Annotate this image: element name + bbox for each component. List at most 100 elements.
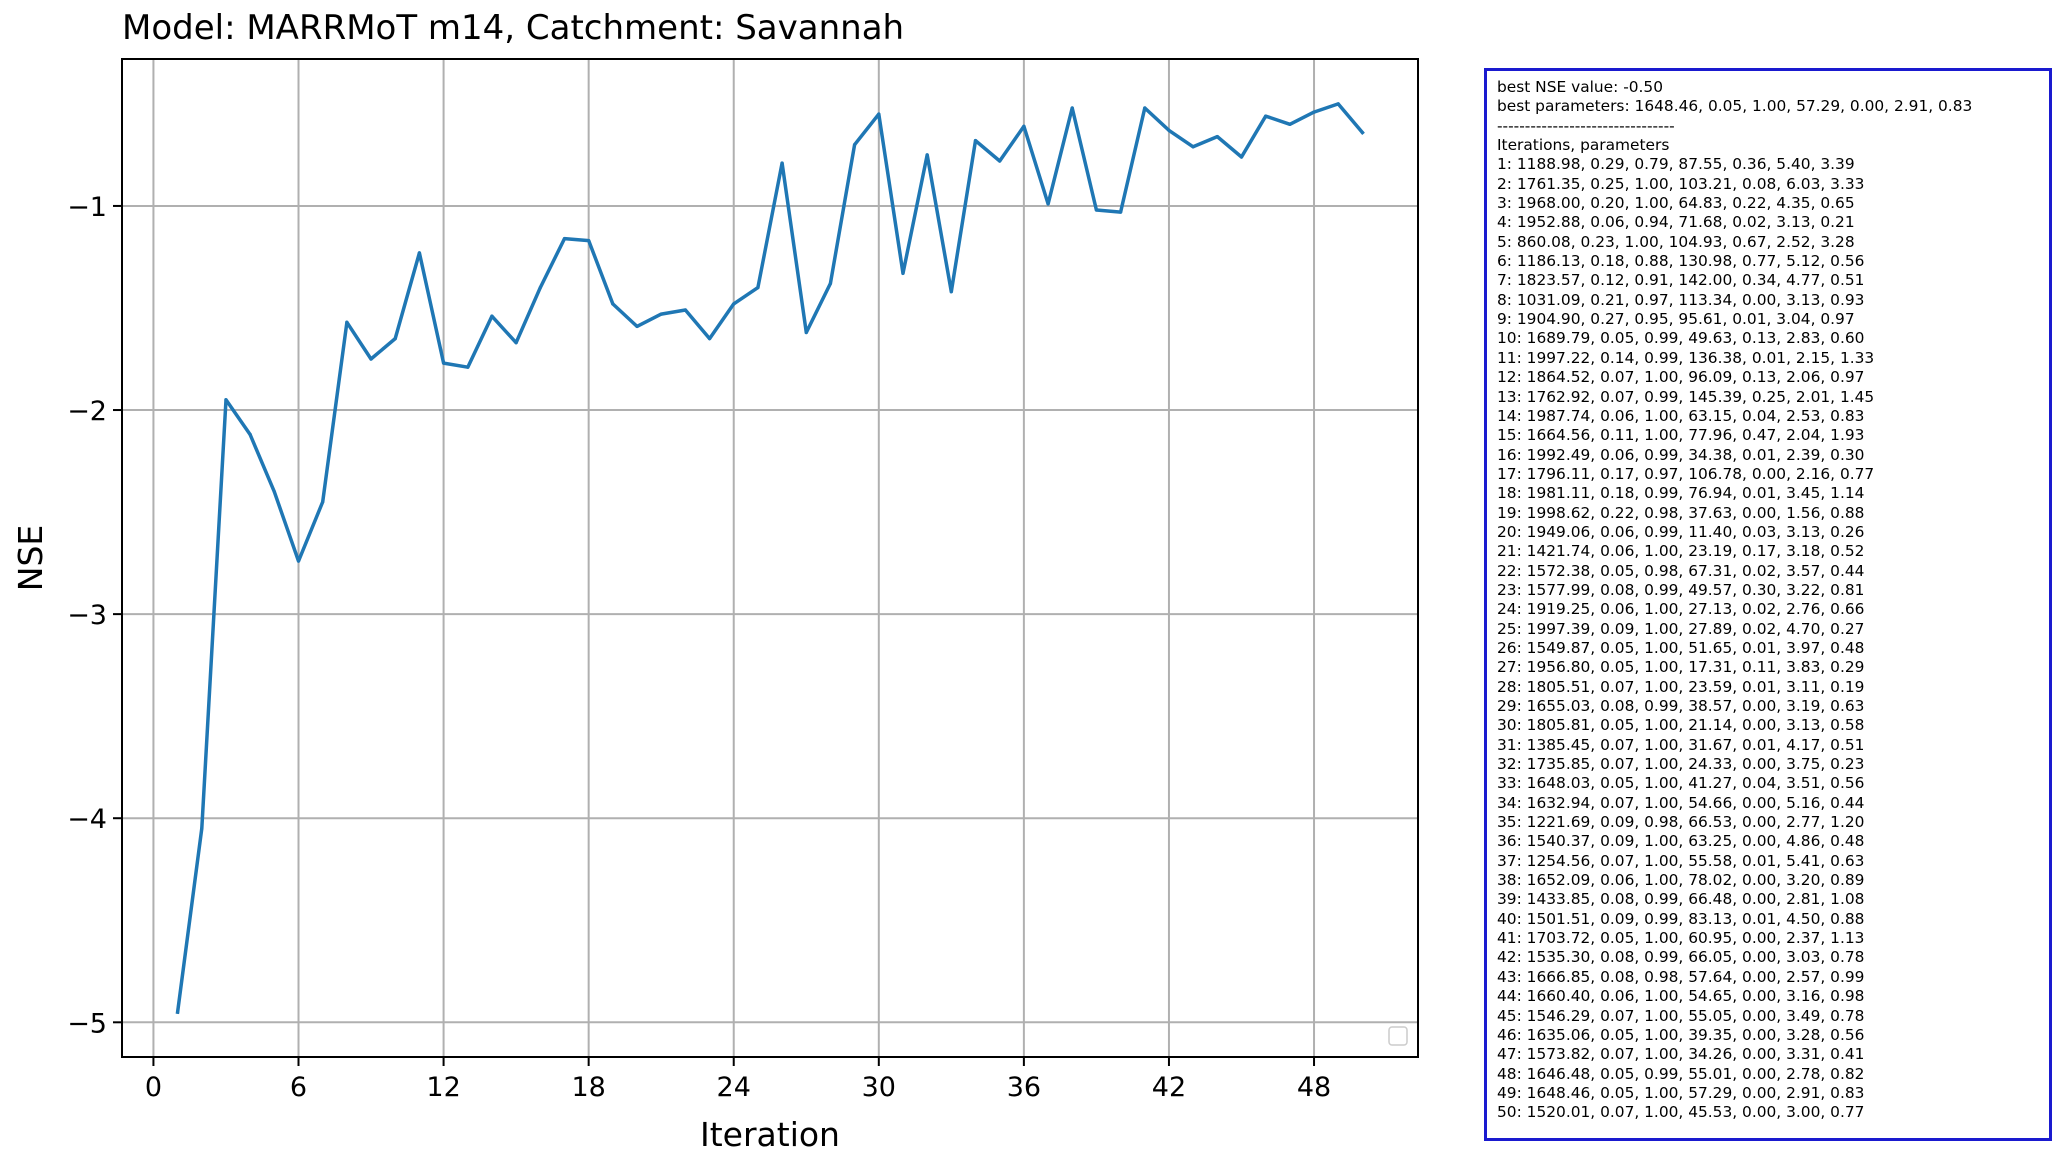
- series-layer: [175, 102, 1365, 1015]
- info-line: 41: 1703.72, 0.05, 1.00, 60.95, 0.00, 2.…: [1497, 929, 1865, 948]
- data-point: [1312, 110, 1316, 114]
- info-line: 28: 1805.51, 0.07, 1.00, 23.59, 0.01, 3.…: [1497, 677, 1865, 696]
- data-point: [1360, 130, 1364, 135]
- info-line: 38: 1652.09, 0.06, 1.00, 78.02, 0.00, 3.…: [1497, 871, 1865, 890]
- data-point: [1143, 106, 1147, 110]
- data-point: [1118, 210, 1123, 214]
- info-line: 48: 1646.48, 0.05, 0.99, 55.01, 0.00, 2.…: [1497, 1064, 1865, 1083]
- info-line: 27: 1956.80, 0.05, 1.00, 17.31, 0.11, 3.…: [1497, 658, 1865, 677]
- parameters-info-box: best NSE value: -0.50 best parameters: 16…: [1484, 68, 2052, 1141]
- x-tick-label: 12: [426, 1072, 460, 1103]
- info-line: 17: 1796.11, 0.17, 0.97, 106.78, 0.00, 2…: [1497, 464, 1875, 483]
- data-point: [1288, 122, 1292, 126]
- data-point: [393, 337, 397, 341]
- data-point: [756, 285, 760, 290]
- info-line: 32: 1735.85, 0.07, 1.00, 24.33, 0.00, 3.…: [1497, 755, 1865, 774]
- info-line: 45: 1546.29, 0.07, 1.00, 55.05, 0.00, 3.…: [1497, 1006, 1865, 1025]
- data-point: [369, 357, 373, 361]
- data-point: [1094, 208, 1099, 212]
- info-line: 40: 1501.51, 0.09, 0.99, 83.13, 0.01, 4.…: [1497, 909, 1865, 928]
- data-point: [828, 281, 833, 286]
- x-tick-label: 0: [145, 1072, 162, 1103]
- y-tick-label: −1: [67, 192, 107, 223]
- data-point: [1215, 134, 1219, 139]
- info-line: 36: 1540.37, 0.09, 1.00, 63.25, 0.00, 4.…: [1497, 832, 1865, 851]
- info-line: 16: 1992.49, 0.06, 0.99, 34.38, 0.01, 2.…: [1497, 445, 1865, 464]
- info-line: 30: 1805.81, 0.05, 1.00, 21.14, 0.00, 3.…: [1497, 716, 1865, 735]
- info-line: 14: 1987.74, 0.06, 1.00, 63.15, 0.04, 2.…: [1497, 406, 1865, 425]
- info-line: 11: 1997.22, 0.14, 0.99, 136.38, 0.01, 2…: [1497, 348, 1875, 367]
- info-line: 21: 1421.74, 0.06, 1.00, 23.19, 0.17, 3.…: [1497, 542, 1865, 561]
- y-tick-label: −5: [67, 1008, 107, 1039]
- data-point: [707, 337, 712, 341]
- info-line: 19: 1998.62, 0.22, 0.98, 37.63, 0.00, 1.…: [1497, 503, 1865, 522]
- data-point: [1191, 145, 1195, 149]
- data-point: [732, 302, 736, 306]
- chart-title: Model: MARRMoT m14, Catchment: Savannah: [122, 8, 905, 48]
- info-line: 37: 1254.56, 0.07, 1.00, 55.58, 0.01, 5.…: [1497, 851, 1865, 870]
- x-tick-label: 24: [717, 1072, 751, 1103]
- info-line: 44: 1660.40, 0.06, 1.00, 54.65, 0.00, 3.…: [1497, 987, 1865, 1006]
- data-point: [1070, 106, 1074, 110]
- info-line: 13: 1762.92, 0.07, 0.99, 145.39, 0.25, 2…: [1497, 387, 1875, 406]
- data-point: [635, 324, 639, 328]
- data-point: [1264, 114, 1268, 118]
- data-point: [877, 112, 881, 116]
- info-line: 7: 1823.57, 0.12, 0.91, 142.00, 0.34, 4.…: [1497, 271, 1865, 290]
- info-line: 29: 1655.03, 0.08, 0.99, 38.57, 0.00, 3.…: [1497, 697, 1865, 715]
- data-point: [466, 365, 470, 369]
- info-line: 31: 1385.45, 0.07, 1.00, 31.67, 0.01, 4.…: [1497, 735, 1865, 754]
- data-point: [587, 239, 591, 243]
- info-line: 10: 1689.79, 0.05, 0.99, 49.63, 0.13, 2.…: [1497, 329, 1865, 348]
- y-tick-label: −4: [67, 804, 107, 835]
- info-line: 22: 1572.38, 0.05, 0.98, 67.31, 0.02, 3.…: [1497, 561, 1865, 580]
- axis-ticks: 0 6 12 18 24 30 36 42 48 −5 −4 −3 −2 −1: [67, 192, 1331, 1103]
- data-point: [1167, 128, 1171, 133]
- info-line: 50: 1520.01, 0.07, 1.00, 45.53, 0.00, 3.…: [1497, 1103, 1865, 1122]
- data-point: [296, 559, 301, 563]
- info-line: 47: 1573.82, 0.07, 1.00, 34.26, 0.00, 3.…: [1497, 1045, 1865, 1064]
- info-line: 49: 1648.46, 0.05, 1.00, 57.29, 0.00, 2.…: [1497, 1083, 1865, 1102]
- info-line: 26: 1549.87, 0.05, 1.00, 51.65, 0.01, 3.…: [1497, 638, 1865, 657]
- info-line: 18: 1981.11, 0.18, 0.99, 76.94, 0.01, 3.…: [1497, 484, 1865, 503]
- info-line: best parameters: 1648.46, 0.05, 1.00, 57…: [1497, 97, 1973, 116]
- info-line: 9: 1904.90, 0.27, 0.95, 95.61, 0.01, 3.0…: [1497, 310, 1855, 329]
- info-line: 34: 1632.94, 0.07, 1.00, 54.66, 0.00, 5.…: [1497, 793, 1865, 812]
- data-point: [1046, 202, 1050, 206]
- x-tick-label: 48: [1297, 1072, 1331, 1103]
- data-point: [1022, 124, 1026, 128]
- data-point: [345, 320, 349, 324]
- empty-legend-box: [1388, 1026, 1408, 1046]
- x-axis-label: Iteration: [700, 1115, 840, 1154]
- info-line: 39: 1433.85, 0.08, 0.99, 66.48, 0.00, 2.…: [1497, 890, 1865, 909]
- data-point: [176, 1010, 180, 1014]
- y-tick-label: −2: [67, 396, 107, 427]
- info-line: Iterations, parameters: [1497, 136, 1670, 155]
- data-point: [1336, 102, 1340, 106]
- data-point: [780, 161, 784, 165]
- info-line: 25: 1997.39, 0.09, 1.00, 27.89, 0.02, 4.…: [1497, 619, 1865, 638]
- data-point: [200, 826, 204, 831]
- info-line: 20: 1949.06, 0.06, 0.99, 11.40, 0.03, 3.…: [1497, 522, 1865, 541]
- info-line: 33: 1648.03, 0.05, 1.00, 41.27, 0.04, 3.…: [1497, 774, 1865, 793]
- grid-lines: [122, 59, 1418, 1057]
- x-tick-label: 18: [571, 1072, 605, 1103]
- data-point: [804, 330, 808, 335]
- info-line: --------------------------------: [1497, 116, 1675, 135]
- info-line: 35: 1221.69, 0.09, 0.98, 66.53, 0.00, 2.…: [1497, 813, 1865, 832]
- info-line: 3: 1968.00, 0.20, 1.00, 64.83, 0.22, 4.3…: [1497, 194, 1855, 213]
- info-line: 5: 860.08, 0.23, 1.00, 104.93, 0.67, 2.5…: [1497, 232, 1855, 251]
- x-tick-label: 42: [1152, 1072, 1186, 1103]
- info-line: 24: 1919.25, 0.06, 1.00, 27.13, 0.02, 2.…: [1497, 600, 1865, 619]
- info-line: 8: 1031.09, 0.21, 0.97, 113.34, 0.00, 3.…: [1497, 290, 1865, 309]
- info-line: 12: 1864.52, 0.07, 1.00, 96.09, 0.13, 2.…: [1497, 368, 1865, 387]
- data-point: [321, 500, 325, 504]
- data-point: [901, 271, 905, 275]
- data-point: [441, 361, 446, 365]
- data-point: [659, 312, 663, 316]
- data-point: [417, 251, 422, 255]
- data-point: [683, 308, 687, 312]
- x-tick-label: 36: [1007, 1072, 1041, 1103]
- x-tick-label: 6: [290, 1072, 307, 1103]
- data-point: [224, 398, 228, 402]
